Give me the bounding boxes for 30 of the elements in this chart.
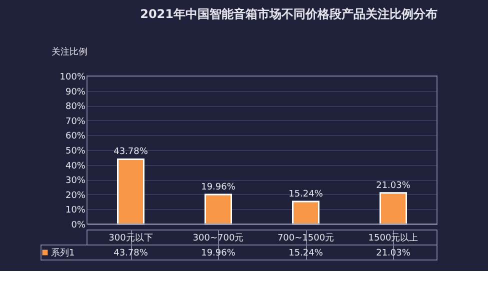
x-tick-label: 300元以下 bbox=[108, 232, 153, 244]
bar bbox=[292, 200, 320, 225]
y-axis-title: 关注比例 bbox=[52, 46, 88, 58]
text: 21.03% bbox=[376, 180, 410, 191]
y-tick-label: 60% bbox=[65, 132, 86, 142]
y-tick-label: 50% bbox=[65, 146, 86, 156]
y-tick-label: 40% bbox=[65, 161, 86, 172]
data-label: 21.03% bbox=[376, 248, 411, 258]
chart-title: 2021年中国智能音箱市场不同价格段产品关注比例分布 bbox=[140, 7, 438, 21]
bar bbox=[204, 194, 232, 225]
text: 19.96% bbox=[201, 182, 236, 192]
data-label: 15.24% bbox=[288, 248, 324, 258]
text: 15.24% bbox=[288, 189, 323, 200]
y-tick-label: 10% bbox=[65, 206, 86, 216]
y-tick-label: 0% bbox=[71, 220, 86, 230]
y-tick-label: 20% bbox=[65, 190, 86, 201]
y-tick-label: 30% bbox=[65, 176, 86, 186]
bar bbox=[117, 158, 144, 225]
y-tick-label: 90% bbox=[65, 87, 86, 98]
y-tick-label: 70% bbox=[65, 116, 86, 127]
data-label: 19.96% bbox=[201, 248, 236, 258]
bar bbox=[380, 192, 407, 225]
x-tick-label: 300~700元 bbox=[192, 232, 244, 244]
x-tick-label: 700~1500元 bbox=[277, 232, 334, 244]
legend-label: 系列1 bbox=[51, 248, 75, 258]
x-tick-label: 1500元以上 bbox=[368, 232, 418, 244]
y-tick-label: 100% bbox=[60, 72, 86, 82]
y-tick-label: 80% bbox=[65, 102, 86, 112]
text: 43.78% bbox=[114, 147, 148, 158]
data-label: 43.78% bbox=[114, 248, 148, 258]
